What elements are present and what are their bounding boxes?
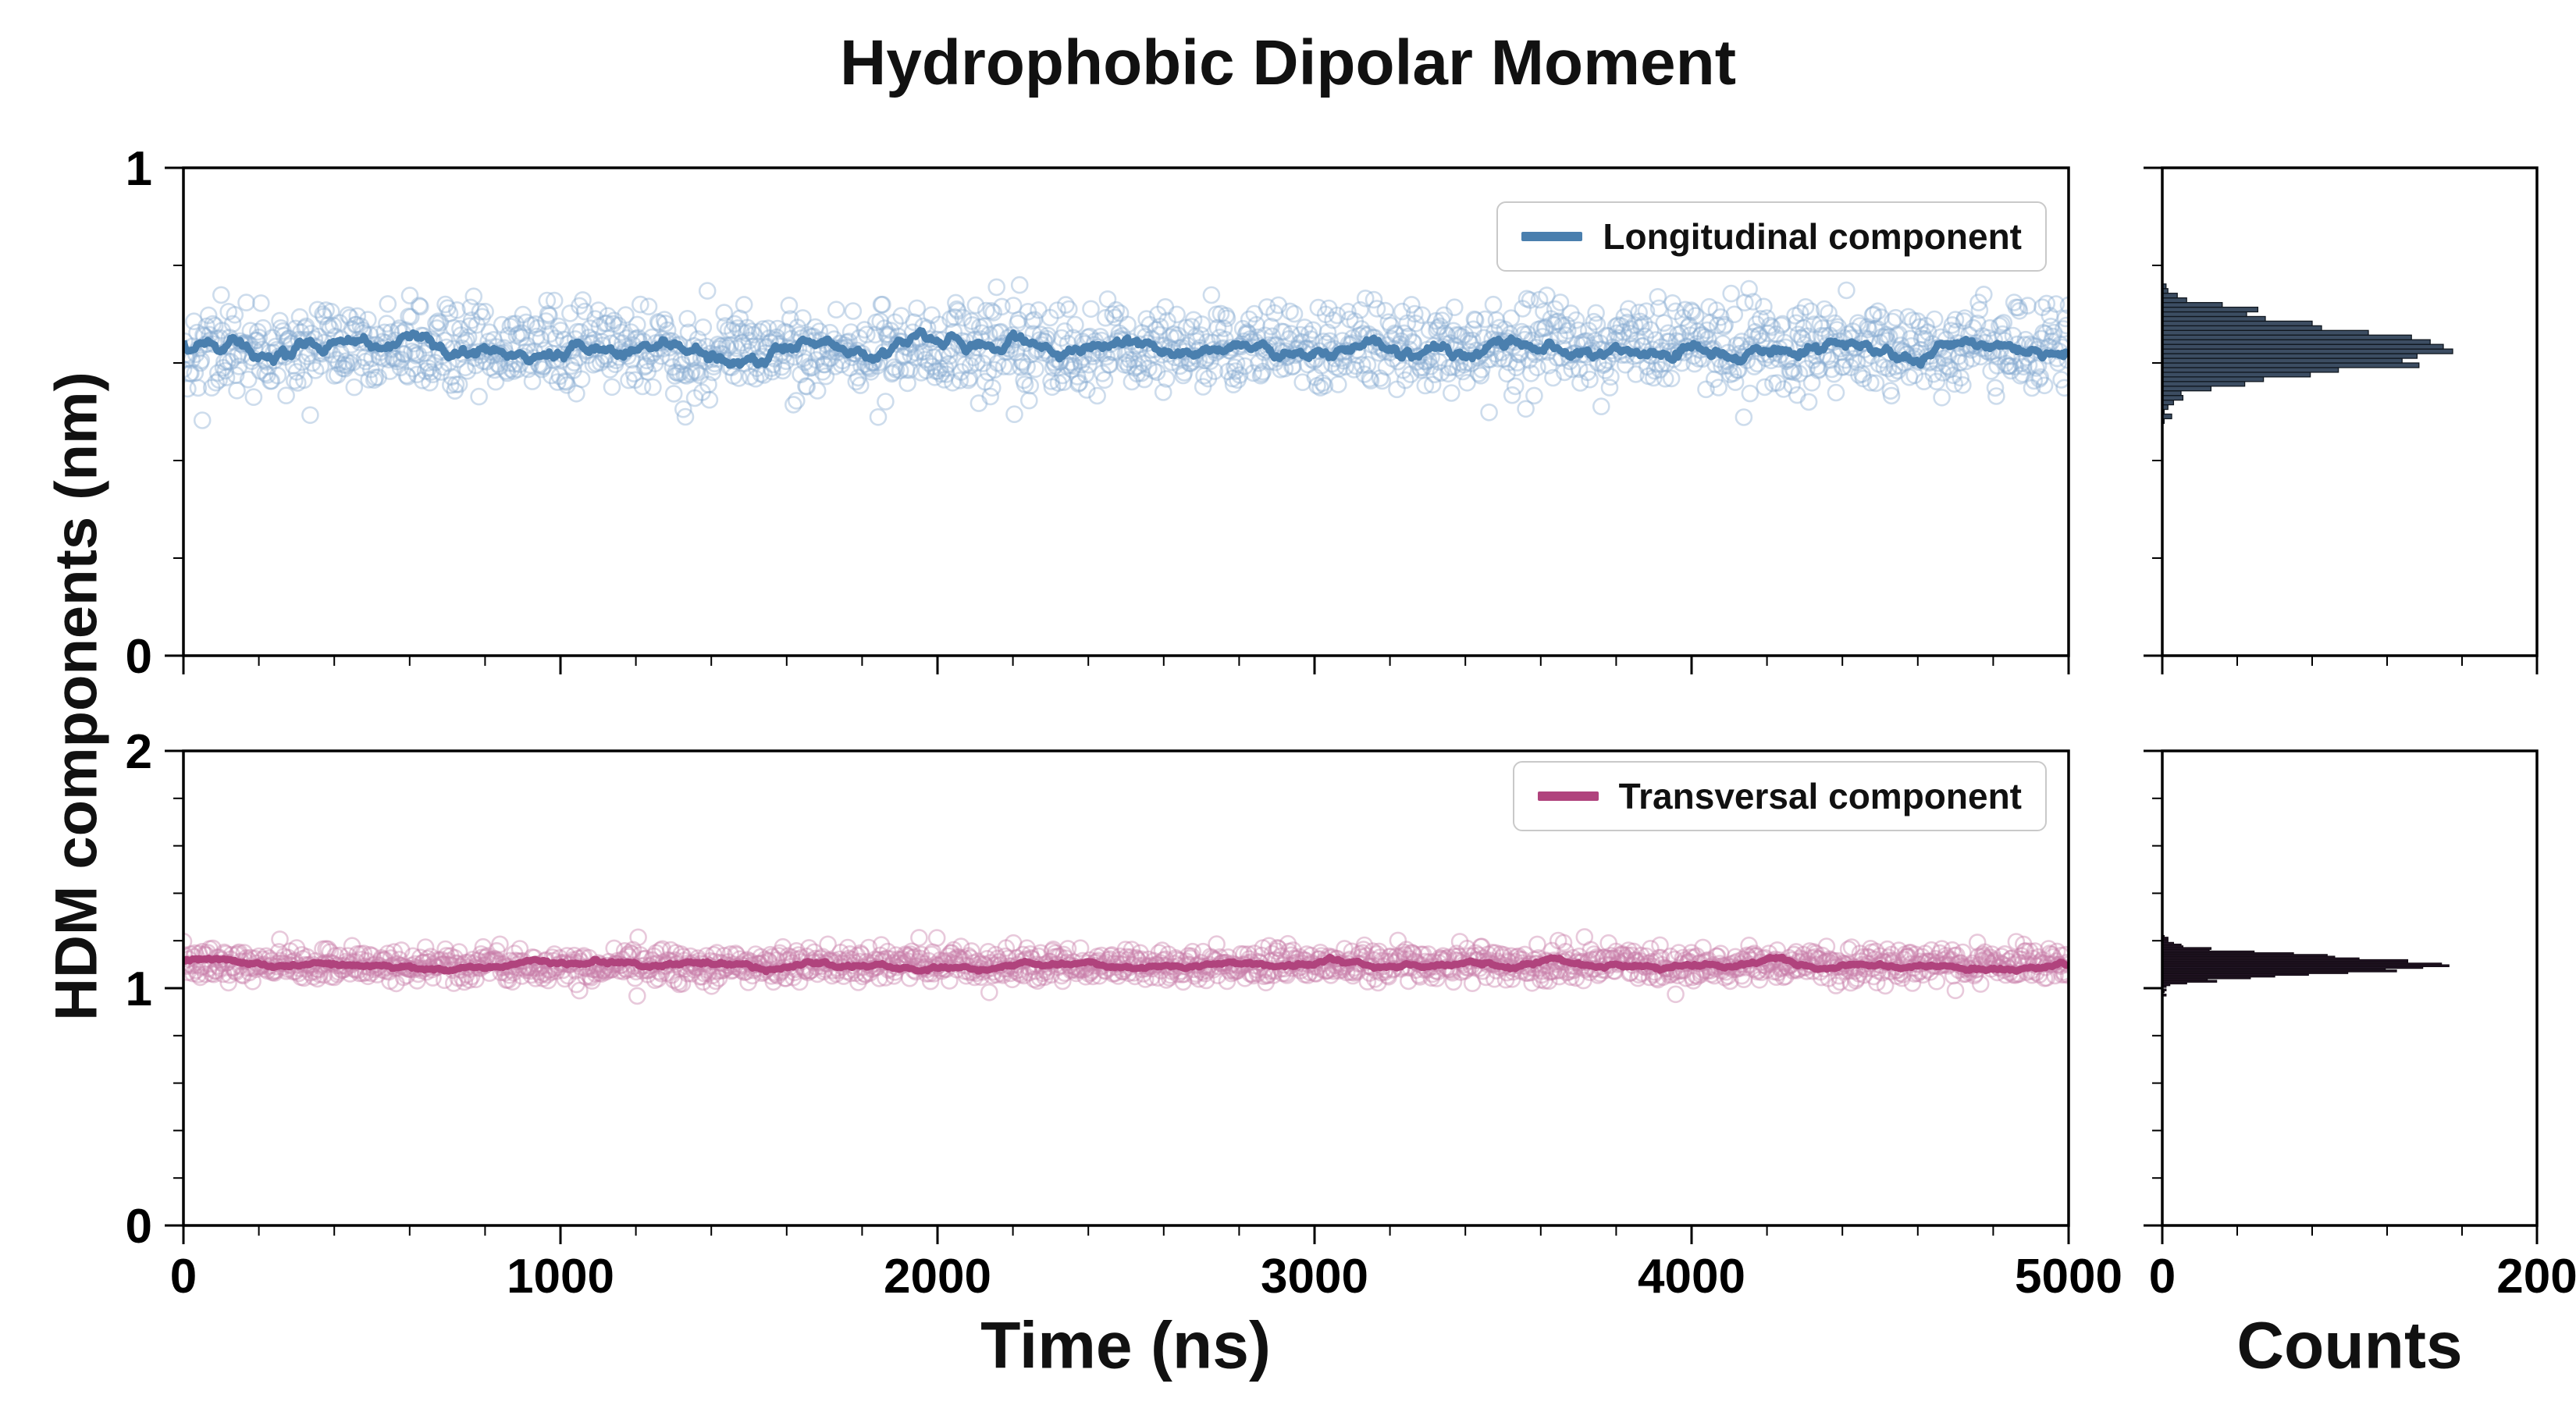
x-axis-label: Time (ns) (980, 1308, 1271, 1382)
longitudinal-line-swatch (1521, 232, 1583, 241)
legend-label-longitudinal: Longitudinal component (1603, 216, 2022, 257)
hist-x-axis-label: Counts (2236, 1308, 2463, 1382)
y-axis-label: HDM components (nm) (43, 372, 110, 1021)
transversal-hist-layer (2162, 934, 2450, 997)
svg-text:0: 0 (170, 1250, 197, 1304)
transversal-layer (183, 928, 2069, 1005)
svg-text:2: 2 (126, 725, 152, 779)
bottom-hist-axes: 0 200 (2144, 749, 2576, 1304)
legend-longitudinal: Longitudinal component (1496, 201, 2047, 272)
svg-text:1000: 1000 (507, 1250, 614, 1304)
longitudinal-hist-layer (2162, 283, 2453, 425)
svg-text:0: 0 (126, 1200, 152, 1254)
svg-text:4000: 4000 (1638, 1250, 1745, 1304)
legend-label-transversal: Transversal component (1618, 776, 2022, 816)
svg-text:1: 1 (126, 142, 152, 196)
svg-text:0: 0 (2149, 1250, 2176, 1304)
longitudinal-layer (183, 276, 2069, 429)
svg-text:3000: 3000 (1261, 1250, 1368, 1304)
svg-text:2000: 2000 (884, 1250, 991, 1304)
svg-text:0: 0 (126, 630, 152, 684)
figure-title: Hydrophobic Dipolar Moment (840, 27, 1736, 98)
svg-text:1: 1 (126, 962, 152, 1016)
bottom-axes: 0 1000 2000 3000 4000 5000 0 1 2 (126, 725, 2122, 1304)
top-axes: 01 (126, 142, 2070, 684)
svg-text:5000: 5000 (2015, 1250, 2122, 1304)
top-hist-axes (2144, 166, 2539, 674)
legend-transversal: Transversal component (1512, 761, 2047, 831)
svg-text:200: 200 (2496, 1250, 2576, 1304)
transversal-line-swatch (1537, 791, 1599, 801)
